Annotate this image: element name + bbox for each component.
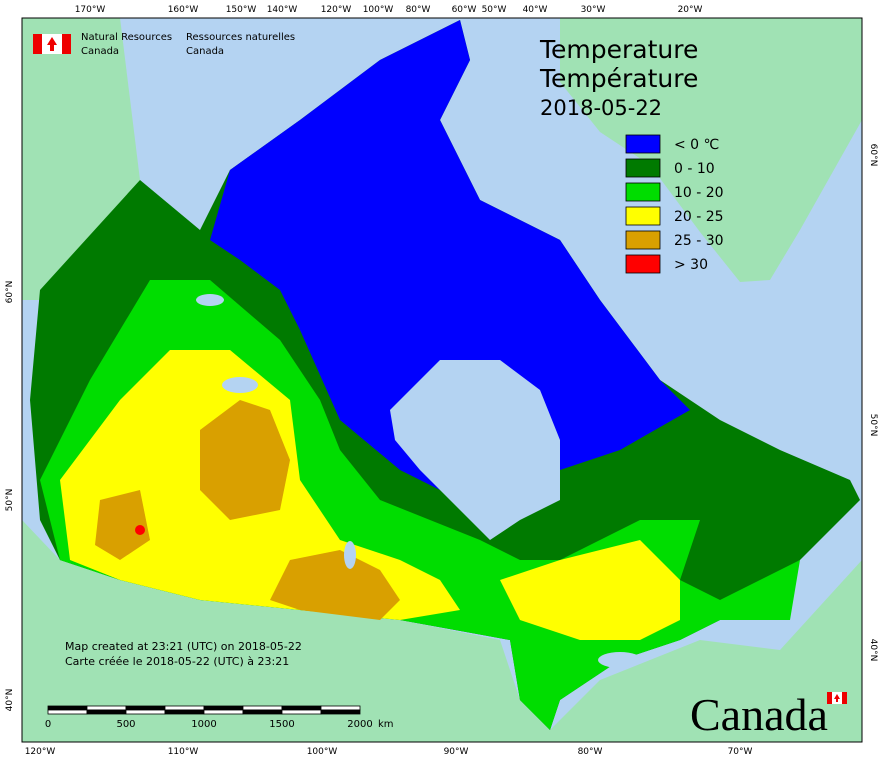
- land-foreign: [22, 18, 862, 742]
- bottom-axis-label: 120°W: [25, 747, 56, 757]
- scale-segment: [242, 709, 283, 715]
- top-axis-label: 150°W: [226, 5, 257, 15]
- scale-segment: [47, 709, 88, 715]
- scale-tick-label: 1500: [269, 719, 294, 730]
- title-en: Temperature: [539, 35, 698, 64]
- top-axis-label: 60°W: [452, 5, 477, 15]
- top-axis-label: 160°W: [168, 5, 199, 15]
- scale-segment: [164, 705, 205, 711]
- top-axis-label: 40°W: [523, 5, 548, 15]
- scale-unit: km: [378, 719, 394, 730]
- country-en: Canada: [81, 46, 119, 57]
- scale-segment: [164, 709, 205, 715]
- flag-bar: [62, 34, 71, 54]
- left-axis-label: 60°N: [5, 281, 15, 304]
- left-axis-label: 50°N: [5, 489, 15, 512]
- legend-label: 20 - 25: [674, 209, 724, 225]
- usa: [22, 520, 862, 742]
- scale-segment: [320, 705, 361, 711]
- title-fr: Température: [539, 64, 698, 93]
- flag-bar: [827, 692, 832, 704]
- zone-25-30-bc: [95, 490, 150, 560]
- top-axis-label: 140°W: [267, 5, 298, 15]
- legend-swatch: [625, 182, 661, 202]
- scale-tick-label: 500: [116, 719, 135, 730]
- legend-swatch: [625, 134, 661, 154]
- legend-swatch: [625, 254, 661, 274]
- country-fr: Canada: [186, 46, 224, 57]
- scale-segment: [47, 705, 88, 711]
- top-axis-label: 170°W: [75, 5, 106, 15]
- top-axis-label: 100°W: [363, 5, 394, 15]
- bottom-axis-label: 110°W: [168, 747, 199, 757]
- scale-segment: [203, 709, 244, 715]
- wordmark: Canada: [690, 689, 828, 740]
- legend-label: < 0 ℃: [674, 137, 719, 153]
- zone-25-30-south: [270, 550, 400, 620]
- scale-segment: [281, 705, 322, 711]
- lake: [222, 377, 258, 393]
- lake: [196, 294, 224, 306]
- bottom-axis-label: 70°W: [728, 747, 753, 757]
- right-axis-label: 60°N: [868, 144, 878, 167]
- legend-label: > 30: [674, 257, 708, 273]
- zone-25-30-prairie: [200, 400, 290, 520]
- bottom-axis-label: 100°W: [307, 747, 338, 757]
- alaska: [22, 18, 140, 300]
- flag-bar: [33, 34, 42, 54]
- agency-en: Natural Resources: [81, 32, 172, 43]
- legend-label: 25 - 30: [674, 233, 724, 249]
- wordmark-flag: [827, 692, 847, 704]
- scale-bar: 0 500 1000 1500 2000 km: [45, 705, 394, 730]
- title-date: 2018-05-22: [540, 96, 662, 120]
- note-fr: Carte créée le 2018-05-22 (UTC) à 23:21: [65, 655, 289, 668]
- scale-segment: [86, 709, 127, 715]
- top-axis-label: 30°W: [581, 5, 606, 15]
- note-en: Map created at 23:21 (UTC) on 2018-05-22: [65, 640, 302, 653]
- zone-below-0: [210, 20, 690, 520]
- top-axis-label: 50°W: [482, 5, 507, 15]
- scale-segment: [86, 705, 127, 711]
- nrcan-logo: [33, 34, 71, 54]
- graticule-labels: 170°W 160°W 150°W 140°W 120°W 100°W 80°W 60°W 50…: [5, 5, 878, 757]
- top-axis-label: 20°W: [678, 5, 703, 15]
- greenland: [560, 18, 862, 282]
- top-axis-label: 80°W: [406, 5, 431, 15]
- scale-tick-label: 0: [45, 719, 51, 730]
- scale-segment: [281, 709, 322, 715]
- scale-segment: [125, 705, 166, 711]
- right-axis-label: 40°N: [868, 639, 878, 662]
- hudson-bay: [390, 360, 560, 540]
- legend-label: 0 - 10: [674, 161, 715, 177]
- scale-segment: [125, 709, 166, 715]
- bottom-axis-label: 80°W: [578, 747, 603, 757]
- top-axis-label: 120°W: [321, 5, 352, 15]
- scale-tick-label: 1000: [191, 719, 216, 730]
- maple-leaf: [834, 694, 840, 702]
- agency-fr: Ressources naturelles: [186, 32, 295, 43]
- zone-20-25-east: [500, 540, 680, 640]
- legend: < 0 ℃ 0 - 10 10 - 20 20 - 25 25 - 30 > 30: [625, 134, 724, 274]
- right-axis-label: 50°N: [868, 414, 878, 437]
- scale-segment: [320, 709, 361, 715]
- scale-tick-label: 2000: [347, 719, 372, 730]
- zone-above-30: [135, 525, 145, 535]
- legend-swatch: [625, 230, 661, 250]
- canada-temperature: [30, 20, 860, 730]
- legend-label: 10 - 20: [674, 185, 724, 201]
- maple-leaf: [47, 37, 57, 51]
- legend-swatch: [625, 158, 661, 178]
- left-axis-label: 40°N: [5, 689, 15, 712]
- lake: [344, 541, 356, 569]
- bottom-axis-label: 90°W: [444, 747, 469, 757]
- lake: [598, 652, 642, 668]
- flag-bar: [842, 692, 847, 704]
- map-frame: [21, 17, 863, 743]
- scale-segment: [203, 705, 244, 711]
- scale-segment: [242, 705, 283, 711]
- legend-swatch: [625, 206, 661, 226]
